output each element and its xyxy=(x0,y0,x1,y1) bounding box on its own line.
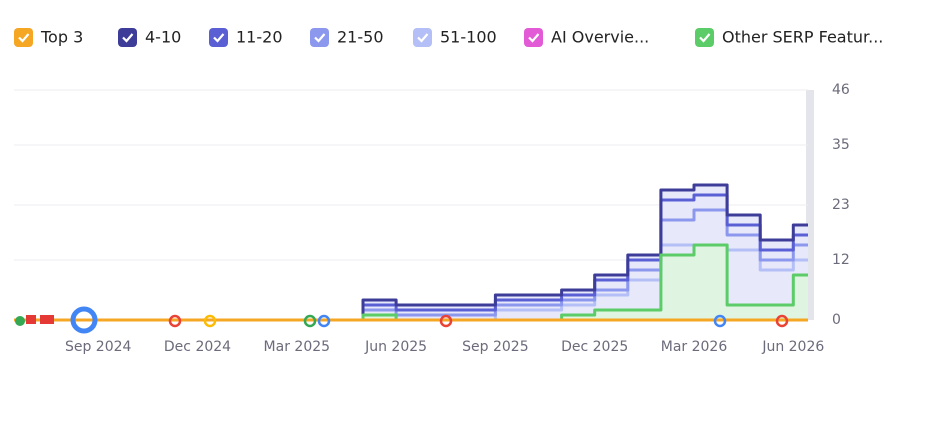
legend-item[interactable]: 4-10 xyxy=(118,28,181,48)
x-tick-label: Jun 2026 xyxy=(761,339,824,355)
y-tick-label: 23 xyxy=(832,197,850,213)
legend-check xyxy=(18,33,30,43)
icon xyxy=(40,315,54,324)
y-tick-label: 46 xyxy=(832,82,850,98)
icon xyxy=(203,314,217,328)
time-cursor xyxy=(806,90,814,320)
legend-label: 51-100 xyxy=(440,28,497,47)
legend-check xyxy=(699,33,711,43)
legend-label: 11-20 xyxy=(236,28,283,47)
legend-check xyxy=(528,33,540,43)
legend-item[interactable]: 51-100 xyxy=(413,28,497,48)
icon xyxy=(317,314,331,328)
icon xyxy=(775,314,789,328)
legend-check xyxy=(122,33,134,43)
legend-check xyxy=(213,33,225,43)
legend-check xyxy=(314,33,326,43)
legend-item[interactable]: 21-50 xyxy=(310,28,384,48)
serp-icons xyxy=(15,306,789,334)
y-tick-label: 35 xyxy=(832,137,850,153)
legend-checkbox[interactable] xyxy=(695,28,714,47)
legend-label: 21-50 xyxy=(337,28,384,47)
icon xyxy=(15,316,25,326)
x-tick-label: Mar 2025 xyxy=(264,339,331,355)
icon xyxy=(168,314,182,328)
x-tick-label: Sep 2024 xyxy=(65,339,132,355)
legend-item[interactable]: 11-20 xyxy=(209,28,283,48)
area xyxy=(14,245,808,320)
icon xyxy=(439,314,453,328)
legend-checkbox[interactable] xyxy=(209,28,228,47)
x-tick-label: Dec 2024 xyxy=(164,339,231,355)
icon xyxy=(713,314,727,328)
x-tick-label: Dec 2025 xyxy=(561,339,628,355)
icon xyxy=(303,314,317,328)
legend-label: 4-10 xyxy=(145,28,181,47)
x-tick-label: Mar 2026 xyxy=(661,339,728,355)
legend-checkbox[interactable] xyxy=(118,28,137,47)
legend-item[interactable]: Top 3 xyxy=(14,28,83,48)
legend-checkbox[interactable] xyxy=(524,28,543,47)
legend-checkbox[interactable] xyxy=(14,28,33,47)
legend-item[interactable]: AI Overvie... xyxy=(524,28,649,48)
legend-label: Top 3 xyxy=(40,28,83,47)
icon xyxy=(70,306,98,334)
legend-label: Other SERP Featur... xyxy=(722,28,883,47)
legend-checkbox[interactable] xyxy=(413,28,432,47)
legend-label: AI Overvie... xyxy=(551,28,649,47)
legend-checkbox[interactable] xyxy=(310,28,329,47)
area xyxy=(14,185,808,320)
legend-item[interactable]: Other SERP Featur... xyxy=(695,28,883,48)
y-tick-label: 12 xyxy=(832,252,850,268)
icon xyxy=(26,315,36,324)
x-tick-label: Jun 2025 xyxy=(364,339,427,355)
legend-check xyxy=(417,33,429,43)
y-tick-label: 0 xyxy=(832,312,841,328)
x-tick-label: Sep 2025 xyxy=(462,339,528,355)
